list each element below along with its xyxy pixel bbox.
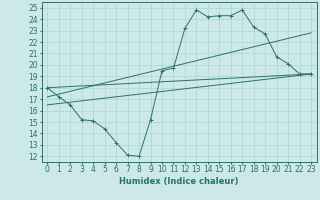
X-axis label: Humidex (Indice chaleur): Humidex (Indice chaleur) <box>119 177 239 186</box>
